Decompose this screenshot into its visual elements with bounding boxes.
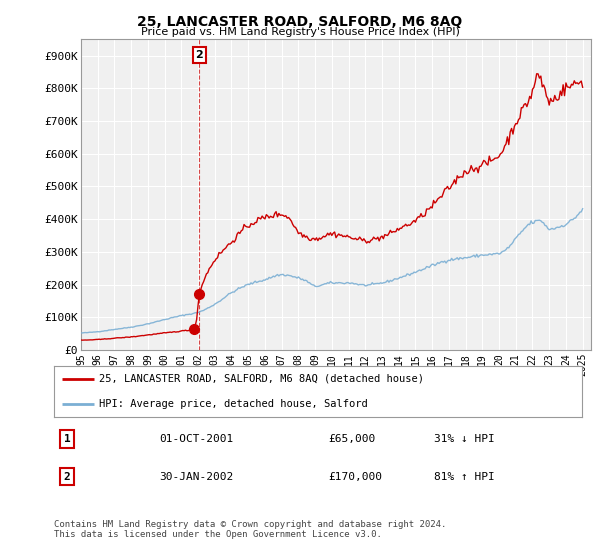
Text: 25, LANCASTER ROAD, SALFORD, M6 8AQ: 25, LANCASTER ROAD, SALFORD, M6 8AQ: [137, 15, 463, 29]
Text: 1: 1: [64, 434, 71, 444]
Text: 30-JAN-2002: 30-JAN-2002: [160, 472, 234, 482]
Text: HPI: Average price, detached house, Salford: HPI: Average price, detached house, Salf…: [99, 399, 368, 409]
Text: Contains HM Land Registry data © Crown copyright and database right 2024.
This d: Contains HM Land Registry data © Crown c…: [54, 520, 446, 539]
Text: 01-OCT-2001: 01-OCT-2001: [160, 434, 234, 444]
Text: 2: 2: [64, 472, 71, 482]
Text: 31% ↓ HPI: 31% ↓ HPI: [434, 434, 495, 444]
Text: £65,000: £65,000: [329, 434, 376, 444]
Text: £170,000: £170,000: [329, 472, 383, 482]
Text: 2: 2: [196, 50, 203, 60]
Text: Price paid vs. HM Land Registry's House Price Index (HPI): Price paid vs. HM Land Registry's House …: [140, 27, 460, 37]
Text: 25, LANCASTER ROAD, SALFORD, M6 8AQ (detached house): 25, LANCASTER ROAD, SALFORD, M6 8AQ (det…: [99, 374, 424, 384]
Text: 81% ↑ HPI: 81% ↑ HPI: [434, 472, 495, 482]
